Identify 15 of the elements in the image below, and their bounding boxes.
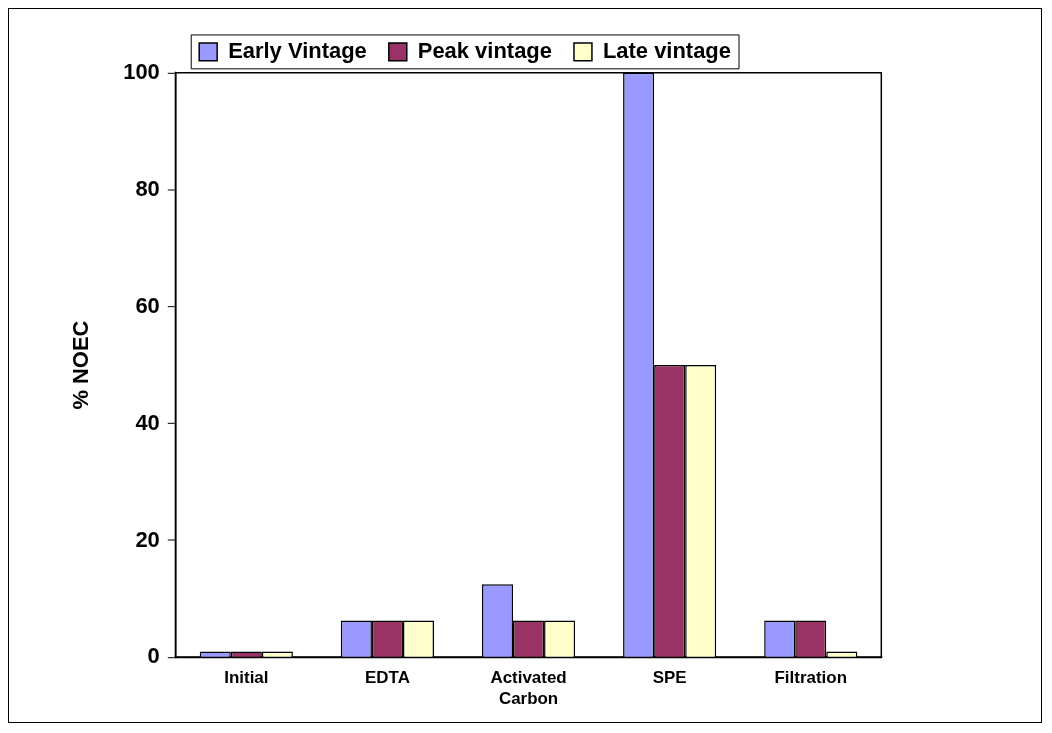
legend-label: Early Vintage — [228, 37, 367, 63]
legend-label: Peak vintage — [417, 37, 552, 63]
y-tick-label: 40 — [135, 409, 160, 435]
y-tick-label: 0 — [147, 643, 160, 669]
x-tick-label: SPE — [652, 668, 687, 688]
y-tick-label: 20 — [135, 526, 160, 552]
legend-label: Late vintage — [602, 37, 731, 63]
y-tick-label: 60 — [135, 292, 160, 318]
x-tick-label: Initial — [224, 668, 269, 688]
y-tick-label: 80 — [135, 175, 160, 201]
x-tick-label: Activated Carbon — [490, 668, 567, 708]
x-tick-label: EDTA — [365, 668, 410, 688]
y-axis-title: % NOEC — [68, 320, 94, 410]
x-tick-label: Filtration — [774, 668, 847, 688]
y-tick-label: 100 — [123, 58, 160, 84]
